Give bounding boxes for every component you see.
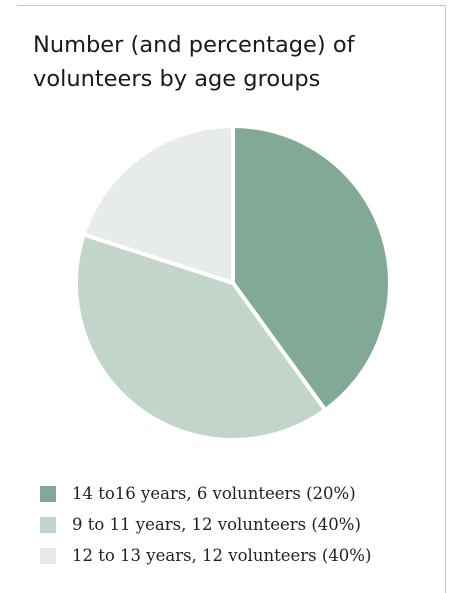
legend-swatch <box>40 485 56 502</box>
legend-item: 14 to16 years, 6 volunteers (20%) <box>40 478 371 509</box>
legend-label: 12 to 13 years, 12 volunteers (40%) <box>72 546 372 565</box>
chart-title-line-2: volunteers by age groups <box>33 66 321 92</box>
legend-swatch <box>40 516 56 533</box>
pie-slice-1 <box>231 123 392 413</box>
chart-title-line-1: Number (and percentage) of <box>33 32 355 58</box>
chart-legend: 14 to16 years, 6 volunteers (20%) 9 to 1… <box>40 478 371 571</box>
pie-slice-2 <box>74 231 329 442</box>
card-border-top <box>17 5 446 6</box>
legend-item: 12 to 13 years, 12 volunteers (40%) <box>40 540 371 571</box>
card-border-right <box>445 5 446 593</box>
pie-slice-3 <box>81 123 235 286</box>
chart-title: Number (and percentage) of volunteers by… <box>33 28 433 96</box>
legend-label: 14 to16 years, 6 volunteers (20%) <box>72 484 356 503</box>
legend-swatch <box>40 547 56 564</box>
legend-item: 9 to 11 years, 12 volunteers (40%) <box>40 509 371 540</box>
legend-label: 9 to 11 years, 12 volunteers (40%) <box>72 515 361 534</box>
